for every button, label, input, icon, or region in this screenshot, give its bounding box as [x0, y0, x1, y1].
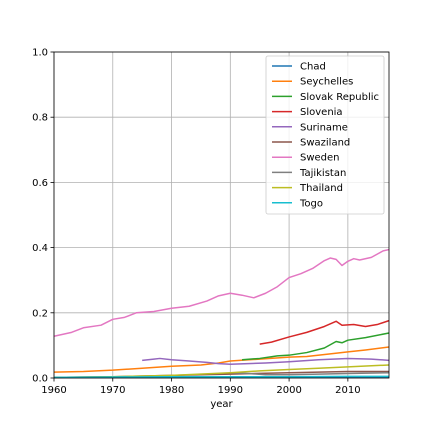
y-tick-label: 1.0 — [32, 48, 48, 59]
legend-label-seychelles: Seychelles — [300, 77, 353, 88]
x-axis-label: year — [210, 399, 233, 410]
legend-label-suriname: Suriname — [300, 122, 348, 133]
y-tick-label: 0.6 — [32, 178, 48, 189]
x-tick-label: 2010 — [335, 385, 360, 396]
legend-label-slovak-republic: Slovak Republic — [300, 92, 379, 103]
x-tick-label: 2000 — [276, 385, 301, 396]
legend-label-slovenia: Slovenia — [300, 107, 343, 118]
x-tick-label: 1970 — [100, 385, 125, 396]
y-tick-label: 0.8 — [32, 113, 48, 124]
y-tick-label: 0.4 — [32, 243, 48, 254]
legend-label-chad: Chad — [300, 62, 326, 73]
legend-label-swaziland: Swaziland — [300, 138, 350, 149]
legend: Chad Seychelles Slovak Republic Slovenia Sur… — [266, 56, 384, 214]
x-tick-label: 1990 — [218, 385, 243, 396]
legend-label-togo: Togo — [299, 198, 323, 209]
legend-label-thailand: Thailand — [299, 183, 343, 194]
legend-label-tajikistan: Tajikistan — [299, 168, 346, 179]
y-tick-label: 0.0 — [32, 374, 48, 385]
x-tick-label: 1980 — [159, 385, 184, 396]
legend-label-sweden: Sweden — [300, 153, 340, 164]
y-tick-label: 0.2 — [32, 308, 48, 319]
x-tick-label: 1960 — [41, 385, 66, 396]
